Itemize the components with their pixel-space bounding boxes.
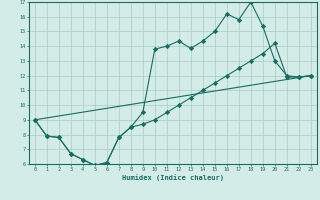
X-axis label: Humidex (Indice chaleur): Humidex (Indice chaleur) [122,174,224,181]
